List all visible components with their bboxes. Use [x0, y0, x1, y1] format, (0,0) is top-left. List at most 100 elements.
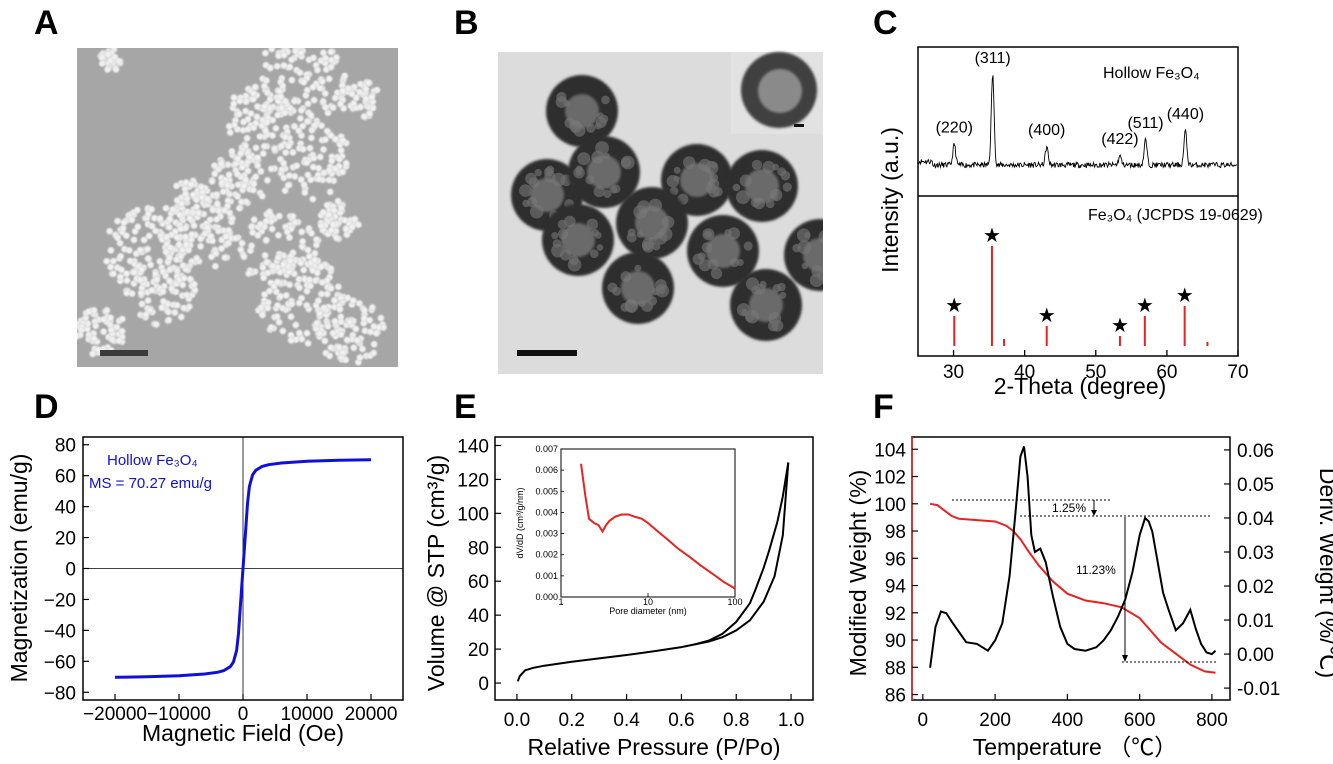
peak-label: (511) [1127, 115, 1163, 132]
y-tick-label: 98 [885, 522, 906, 543]
x-tick-label: 70 [1227, 362, 1248, 383]
x-tick-label: 0.2 [559, 710, 585, 731]
x-tick-label: 40 [1014, 362, 1035, 383]
inset-y-tick-label: 0.001 [535, 571, 558, 581]
xrd-top-label: Hollow Fe₃O₄ [1103, 65, 1200, 82]
y-tick-label: 80 [55, 436, 76, 457]
xrd-chart: Hollow Fe₃O₄ Fe₃O₄ (JCPDS 19-0629) 2-The… [877, 46, 1263, 399]
y-tick-label: 60 [468, 572, 489, 593]
x-tick-label: 0 [918, 710, 929, 731]
inset-chart: Pore diameter (nm) dV/dD (cm³/g/nm) 1 10 1… [515, 444, 743, 616]
y-tick-label: 60 [55, 467, 76, 488]
y-axis-title: Magnetization (emu/g) [6, 454, 32, 683]
y-tick-label: 0 [65, 560, 76, 581]
isotherm-chart: Relative Pressure (P/Po) Volume @ STP (c… [423, 436, 814, 760]
reference-star: ★ [1111, 313, 1129, 337]
x-tick-label: 800 [1196, 710, 1228, 731]
derivative-curve [929, 446, 1217, 668]
plot-frame [917, 46, 1239, 357]
y-tick-label: 92 [885, 604, 906, 625]
y-tick-label: 20 [55, 529, 76, 550]
weight-curve [929, 502, 1216, 674]
inset-y-tick-label: 0.000 [535, 592, 558, 602]
y-tick-label: 0 [478, 674, 489, 695]
x-tick-label: −10000 [147, 704, 211, 725]
x-tick-label: 0.8 [723, 710, 749, 731]
inset-x-tick-label: 1 [558, 597, 563, 607]
panel-label-a: A [34, 4, 59, 42]
peak-label: (220) [936, 119, 973, 136]
x-axis-title: 2-Theta (degree) [994, 373, 1167, 399]
x-tick-label: 30 [943, 362, 964, 383]
y-axis-title: Modified Weight (%) [845, 470, 871, 677]
x-tick-label: 0.4 [613, 710, 640, 731]
y-tick-label: 140 [457, 436, 489, 457]
inset-y-tick-label: 0.006 [535, 465, 558, 475]
x-tick-label: 50 [1085, 362, 1106, 383]
plot-frame [494, 436, 814, 701]
reference-star: ★ [1176, 283, 1194, 307]
x-axis-title: Temperature （℃） [973, 734, 1178, 760]
xrd-pattern-line [918, 75, 1238, 170]
y-tick-label: 20 [468, 640, 489, 661]
panel-label-d: D [34, 388, 59, 426]
inset-y-tick-label: 0.004 [535, 507, 558, 517]
annotation-1-25: 1.25% [1052, 501, 1086, 515]
x-tick-label: −20000 [83, 704, 147, 725]
inset-y-tick-label: 0.003 [535, 529, 558, 539]
y-tick-label: 40 [55, 498, 76, 519]
panel-label-c: C [873, 4, 898, 42]
y-tick-label: −20 [44, 590, 76, 611]
y2-tick-label: 0.06 [1237, 441, 1274, 462]
y-tick-label: 104 [874, 440, 906, 461]
inset-x-tick-label: 10 [643, 597, 653, 607]
y-tick-label: −60 [44, 652, 76, 673]
x-tick-label: 1.0 [778, 710, 804, 731]
reference-star: ★ [1038, 303, 1056, 327]
y-tick-label: 40 [468, 606, 489, 627]
panel-label-b: B [454, 4, 479, 42]
x-tick-label: 400 [1052, 710, 1084, 731]
sem-image [77, 48, 398, 367]
y2-tick-label: 0.04 [1237, 509, 1274, 530]
y2-tick-label: 0.02 [1237, 577, 1274, 598]
tem-inset [731, 52, 823, 134]
inset-x-tick-label: 100 [727, 597, 742, 607]
y-tick-label: 100 [874, 495, 906, 516]
scale-bar [100, 350, 148, 356]
inset-y-tick-label: 0.007 [535, 444, 558, 454]
mh-curve [114, 458, 372, 679]
reference-star: ★ [983, 223, 1001, 247]
legend-ms: MS = 70.27 emu/g [89, 475, 212, 492]
pore-distribution-curve [580, 463, 736, 590]
scale-bar [517, 350, 577, 356]
peak-label: (422) [1101, 131, 1138, 148]
y2-tick-label: -0.01 [1237, 679, 1280, 700]
x-axis-title: Relative Pressure (P/Po) [527, 734, 780, 760]
inset-x-title: Pore diameter (nm) [609, 606, 687, 616]
y-tick-label: −80 [44, 683, 76, 704]
x-tick-label: 0.0 [504, 710, 530, 731]
y2-tick-label: 0.00 [1237, 645, 1274, 666]
y2-axis-title: Deriv. Weight (%/℃) [1315, 468, 1333, 678]
y-tick-label: 86 [885, 686, 906, 707]
x-tick-label: 20000 [345, 704, 398, 725]
y-tick-label: 100 [457, 504, 489, 525]
y-tick-label: 88 [885, 658, 906, 679]
x-tick-label: 60 [1156, 362, 1177, 383]
x-tick-label: 0 [238, 704, 249, 725]
y-tick-label: 90 [885, 631, 906, 652]
y2-tick-label: 0.01 [1237, 611, 1274, 632]
y2-tick-label: 0.03 [1237, 543, 1274, 564]
y-tick-label: 94 [885, 577, 907, 598]
y-tick-label: 102 [874, 468, 906, 489]
panel-label-f: F [873, 388, 894, 426]
x-axis-title: Magnetic Field (Oe) [142, 720, 344, 746]
reference-star: ★ [945, 293, 963, 317]
y-axis-title: Intensity (a.u.) [877, 127, 903, 273]
weight-loss-guides [952, 499, 1218, 663]
y-tick-label: −40 [44, 621, 76, 642]
y-axis-title: Volume @ STP (cm³/g) [423, 455, 449, 691]
x-tick-label: 10000 [281, 704, 334, 725]
